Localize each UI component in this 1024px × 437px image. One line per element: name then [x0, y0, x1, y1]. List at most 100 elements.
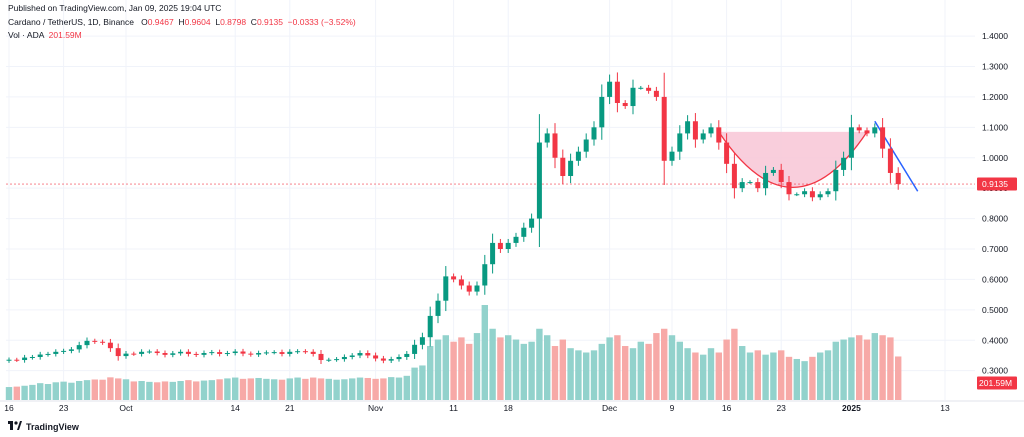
candle — [669, 146, 675, 166]
candle — [700, 129, 706, 144]
candle — [497, 238, 503, 253]
volume-bar — [44, 384, 52, 400]
time-tick-label: Nov — [368, 403, 384, 413]
candle — [856, 124, 862, 134]
candle-body — [856, 127, 862, 131]
close-value: 0.9135 — [256, 17, 283, 27]
last-volume-tag-label: 201.59M — [979, 378, 1012, 388]
candle — [864, 127, 870, 137]
candle — [271, 350, 277, 355]
candle — [154, 349, 160, 356]
candle — [162, 350, 168, 358]
candle-body — [412, 344, 418, 354]
candle — [872, 123, 878, 138]
volume-bar — [21, 385, 28, 400]
volume-bar — [185, 380, 192, 400]
candle-body — [646, 87, 652, 91]
volume-bar — [840, 339, 847, 400]
candle-body — [263, 352, 269, 354]
candle-body — [833, 169, 839, 192]
candle-body — [123, 353, 129, 357]
volume-bar — [380, 378, 387, 400]
candle-body — [185, 351, 191, 354]
candle-body — [755, 182, 761, 189]
candle-body — [880, 127, 886, 149]
candle — [646, 84, 652, 94]
volume-bar — [68, 382, 75, 400]
candle — [22, 354, 28, 363]
volume-value: 201.59M — [48, 30, 82, 40]
high-value: 0.9604 — [184, 17, 211, 27]
candle — [802, 188, 808, 198]
candle — [185, 349, 191, 357]
volume-bar — [520, 343, 527, 400]
volume-bar — [785, 356, 793, 400]
volume-bar — [138, 381, 145, 400]
price-tick-label: 1.2000 — [982, 92, 1008, 102]
volume-bar — [161, 381, 169, 400]
volume-bar — [481, 305, 488, 400]
candle — [146, 349, 152, 354]
volume-bar — [692, 352, 699, 400]
volume-bar — [99, 379, 106, 400]
candle — [724, 133, 730, 174]
volume-bar — [169, 381, 176, 400]
volume-bar — [668, 335, 676, 400]
candle — [217, 349, 223, 357]
candle-body — [677, 133, 683, 152]
candle-body — [146, 351, 152, 353]
candle — [115, 343, 121, 361]
volume-bar — [442, 335, 449, 400]
candle-body — [669, 151, 675, 161]
candle-body — [661, 96, 667, 161]
candle — [76, 341, 82, 353]
candle — [240, 348, 246, 357]
time-tick-label: 13 — [940, 403, 950, 413]
candle-body — [848, 127, 854, 158]
candle-body — [388, 359, 394, 361]
price-tick-label: 1.3000 — [982, 62, 1008, 72]
candle-body — [68, 349, 74, 351]
candle — [100, 339, 106, 345]
candle-body — [139, 351, 145, 354]
candle-body — [778, 169, 784, 183]
price-tick-label: 1.0000 — [982, 153, 1008, 163]
candle — [529, 213, 535, 233]
candle-body — [22, 357, 28, 361]
candle-body — [685, 121, 691, 134]
volume-bar — [310, 377, 317, 400]
time-tick-label: 21 — [285, 403, 295, 413]
volume-bar — [512, 339, 520, 400]
volume-bar — [684, 348, 691, 400]
candle-body — [622, 103, 628, 107]
candle-body — [895, 172, 901, 185]
candle — [123, 350, 129, 359]
volume-bar — [661, 328, 668, 400]
candle-body — [521, 227, 527, 237]
candle — [92, 338, 98, 344]
time-tick-label: 9 — [670, 403, 675, 413]
candle-body — [310, 351, 316, 354]
volume-bar — [341, 379, 348, 400]
candle — [341, 354, 347, 362]
candle-body — [443, 276, 449, 301]
candle — [708, 123, 714, 138]
tradingview-brand[interactable]: TradingView — [8, 421, 79, 433]
volume-bar — [559, 339, 566, 400]
volume-bar — [583, 352, 590, 400]
candlestick-series[interactable] — [6, 72, 901, 364]
candle-body — [864, 130, 870, 134]
candle-body — [653, 90, 659, 97]
candle — [739, 178, 745, 193]
volume-bar — [356, 377, 364, 400]
volume-bar — [856, 335, 863, 400]
candle — [365, 350, 371, 359]
volume-bar — [544, 335, 551, 400]
volume-bar — [489, 328, 496, 400]
candle — [45, 351, 51, 357]
candle-body — [271, 352, 277, 354]
volume-bar — [887, 337, 894, 400]
volume-bar — [653, 333, 660, 400]
volume-bar — [247, 378, 254, 400]
